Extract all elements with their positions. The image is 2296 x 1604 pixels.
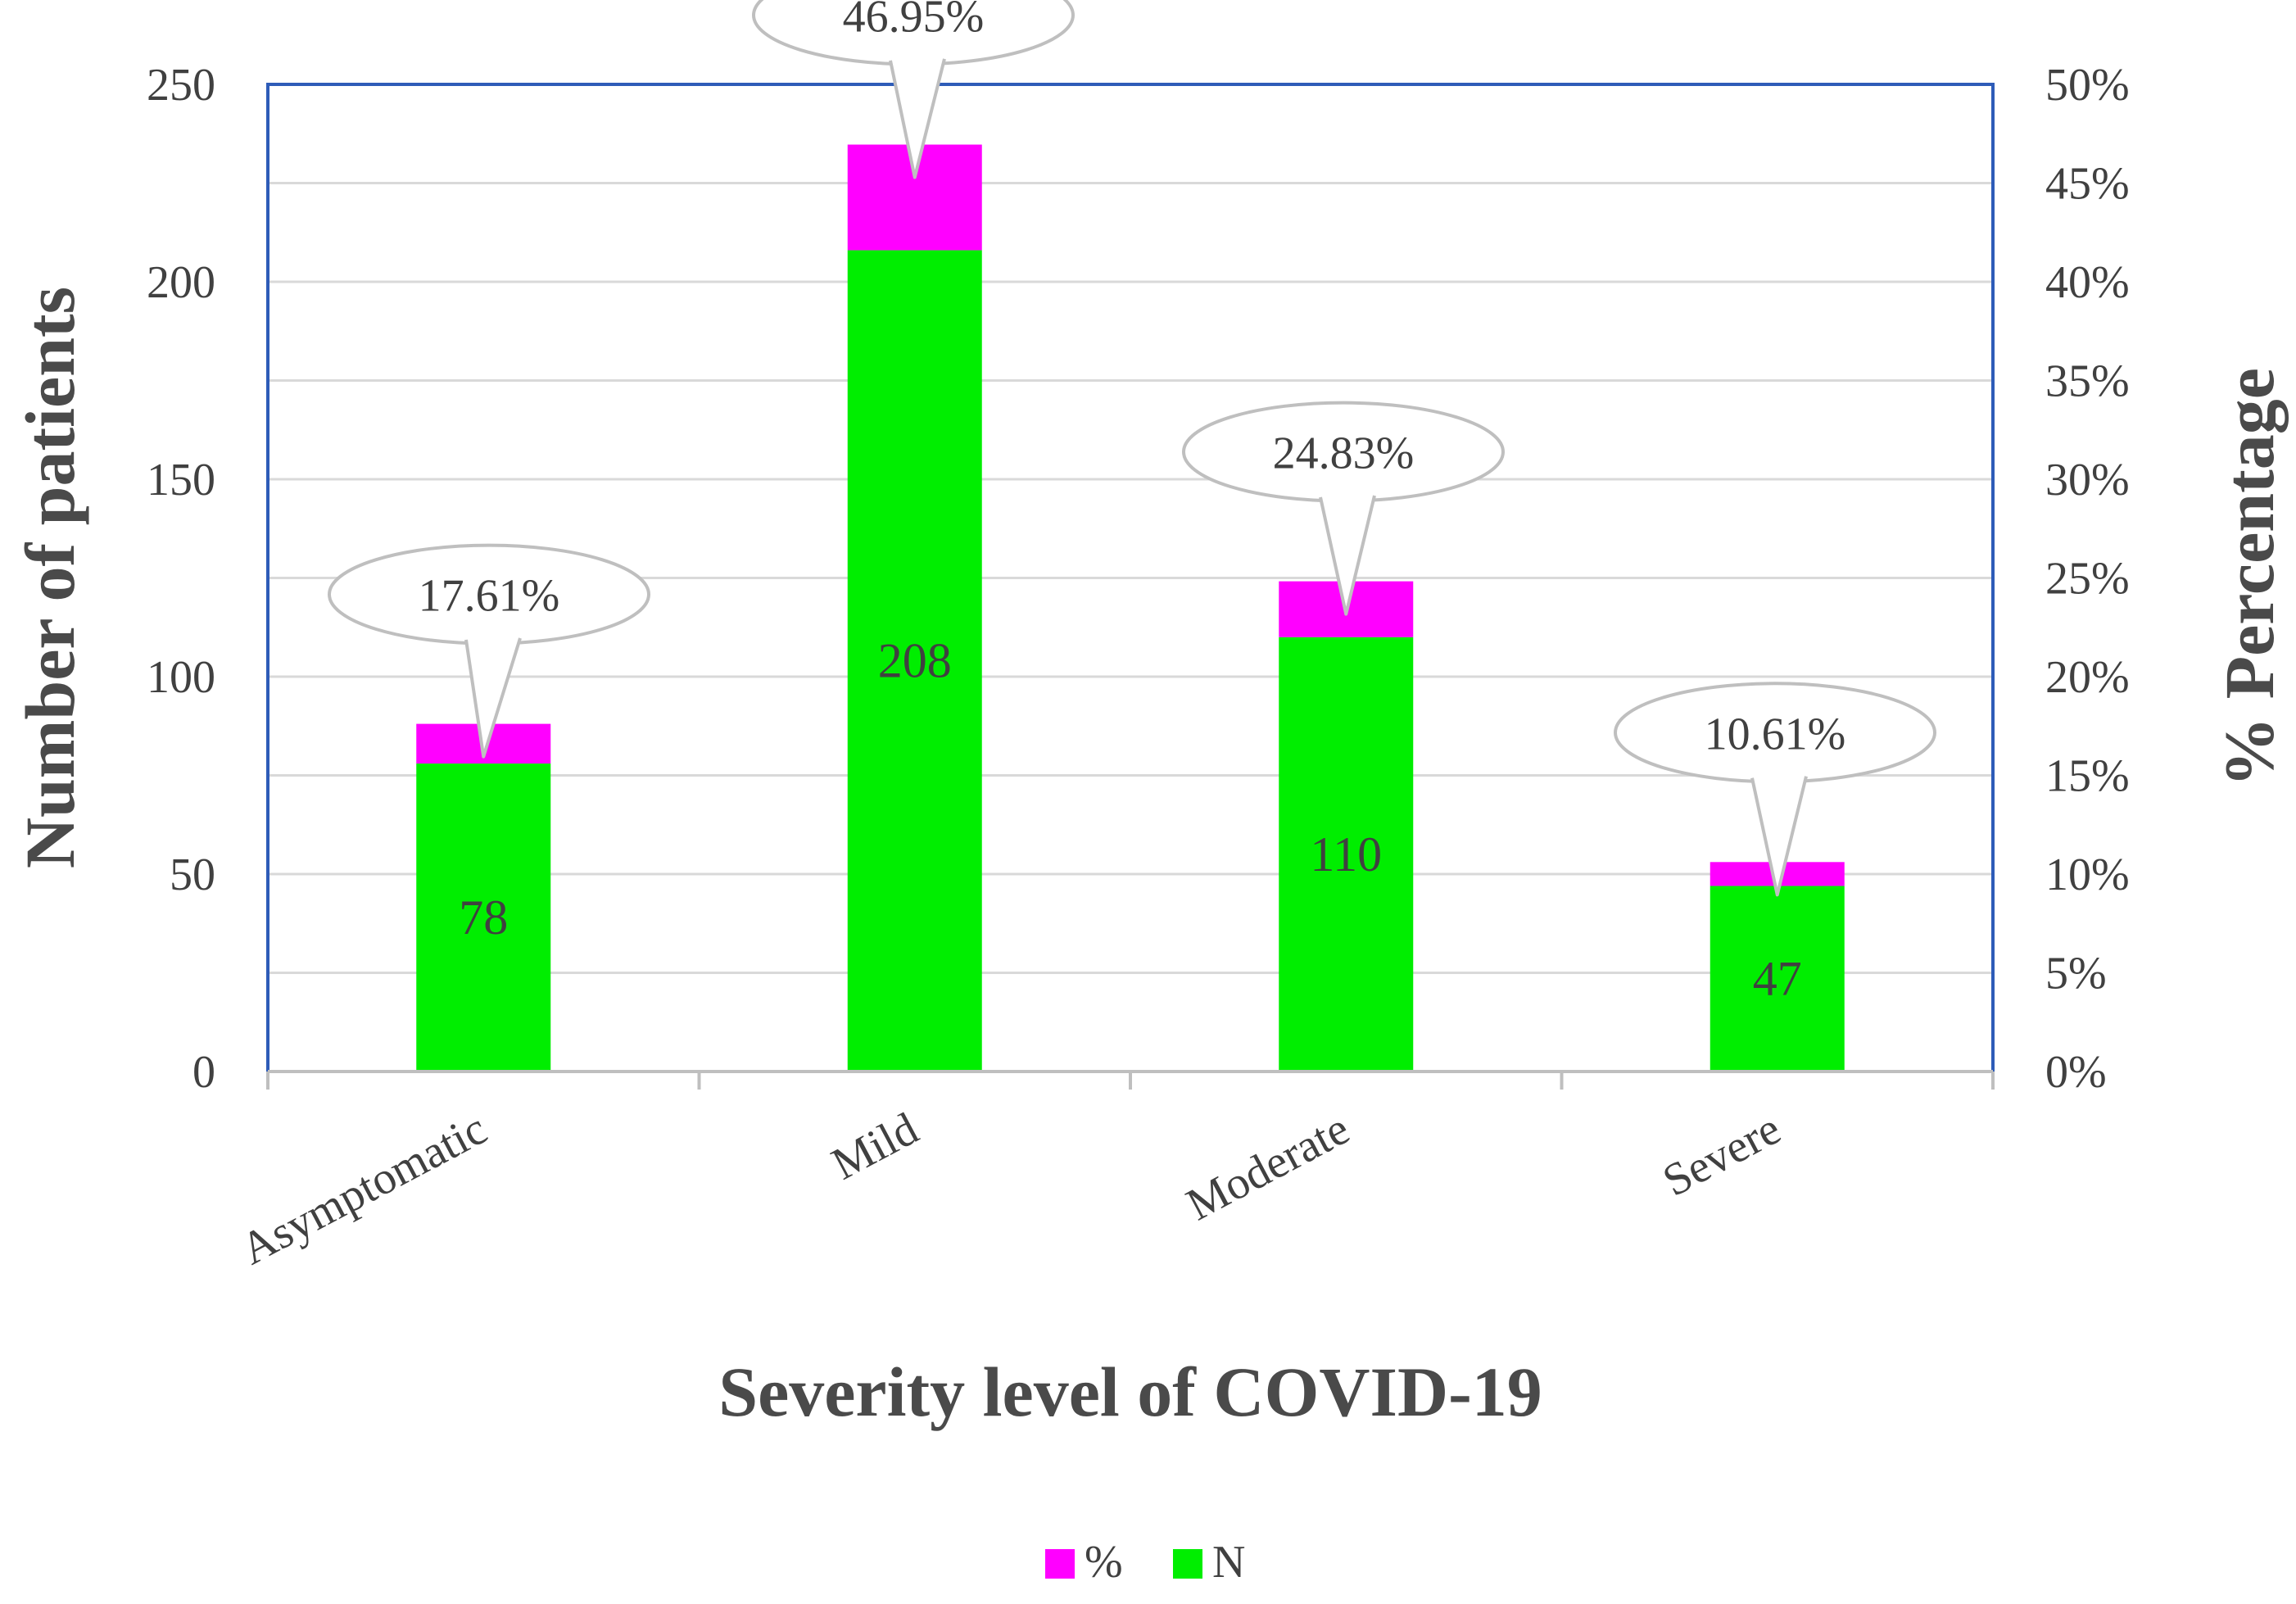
y2-tick-label: 10%	[2045, 850, 2130, 900]
legend-swatch-n	[1173, 1549, 1202, 1579]
percent-callouts: 17.61% 46.95% 24.83% 10.61%	[328, 0, 1936, 897]
count-label: 47	[1753, 952, 1802, 1006]
y2-tick-label: 40%	[2045, 257, 2130, 308]
bar-n-asymptomatic	[416, 763, 551, 1072]
bar-n-mild	[847, 250, 982, 1072]
y2-tick-label: 0%	[2045, 1047, 2107, 1098]
y2-tick-label: 20%	[2045, 652, 2130, 703]
count-data-labels: 78 208 110 47	[459, 634, 1802, 1006]
legend-swatch-percent	[1045, 1549, 1075, 1579]
percent-callout: 10.61%	[1614, 682, 1936, 897]
bar-n-severe	[1710, 886, 1845, 1072]
category-label: Mild	[824, 1103, 926, 1190]
y-axis-title: Number of patients	[11, 287, 89, 868]
y2-axis-ticks: 0% 5% 10% 15% 20% 25% 30% 35% 40% 45% 50%	[2045, 60, 2130, 1098]
y-tick-label: 100	[147, 652, 215, 703]
y-tick-label: 200	[147, 257, 215, 308]
callout-pointer	[464, 637, 522, 759]
percent-callout: 24.83%	[1182, 401, 1505, 616]
percent-label: 24.83%	[1273, 428, 1415, 479]
x-axis	[266, 1070, 1995, 1090]
callout-pointer	[1319, 495, 1376, 616]
count-label: 110	[1310, 827, 1382, 881]
y-tick-label: 250	[147, 60, 215, 111]
count-label: 208	[878, 634, 952, 688]
percent-label: 46.95%	[843, 0, 985, 43]
percent-callout: 46.95%	[752, 0, 1075, 179]
y2-tick-label: 35%	[2045, 356, 2130, 407]
y2-tick-label: 25%	[2045, 554, 2130, 605]
y2-tick-label: 50%	[2045, 60, 2130, 111]
callout-pointer	[889, 58, 946, 179]
y2-tick-label: 15%	[2045, 751, 2130, 802]
legend-label-n: N	[1212, 1537, 1245, 1588]
y2-tick-label: 45%	[2045, 159, 2130, 210]
y-tick-label: 50	[170, 850, 215, 900]
y2-tick-label: 5%	[2045, 949, 2107, 999]
callout-pointer	[1750, 776, 1808, 897]
legend-label-percent: %	[1085, 1537, 1123, 1588]
legend: % N	[1045, 1537, 1245, 1588]
bar-n-moderate	[1279, 637, 1414, 1072]
y-axis-ticks: 0 50 100 150 200 250	[147, 60, 215, 1098]
x-axis-title: Severity level of COVID-19	[718, 1353, 1542, 1431]
y2-axis-title: % Percentage	[2210, 368, 2289, 787]
percent-label: 17.61%	[419, 571, 560, 622]
percent-label: 10.61%	[1705, 709, 1846, 759]
category-label: Moderate	[1179, 1103, 1358, 1230]
y2-tick-label: 30%	[2045, 455, 2130, 505]
category-labels: Asymptomatic Mild Moderate Severe	[233, 1103, 1789, 1275]
y-tick-label: 150	[147, 455, 215, 505]
count-label: 78	[459, 890, 508, 945]
percent-callout: 17.61%	[328, 543, 650, 759]
bars	[416, 144, 1845, 1072]
y-tick-label: 0	[192, 1047, 215, 1098]
category-label: Asymptomatic	[233, 1103, 495, 1275]
category-label: Severe	[1655, 1103, 1789, 1207]
